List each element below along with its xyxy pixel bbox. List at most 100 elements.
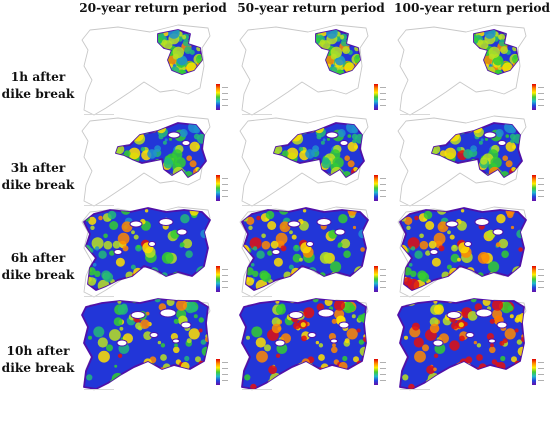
depth-blob [474,279,481,286]
depth-blob [109,221,119,230]
depth-blob [452,245,457,249]
depth-blob [441,136,446,141]
depth-blob [407,278,420,290]
dry-island [287,220,301,228]
depth-blob [461,366,466,372]
depth-blob [161,67,166,72]
legend-label-line [538,105,544,106]
depth-blob [349,287,354,290]
depth-blob [110,383,119,389]
depth-blob [327,280,337,290]
depth-blob [92,263,97,267]
depth-blob [174,157,186,169]
flood-map [81,206,211,298]
depth-blob [300,377,304,380]
study-area-outline [81,115,211,207]
depth-blob [287,370,296,378]
depth-blob [109,329,121,341]
depth-blob [160,343,166,348]
depth-blob [474,57,477,64]
depth-blob [319,252,332,264]
depth-blob [488,166,501,177]
flood-map-panel [394,297,544,392]
depth-blob [496,214,506,224]
flood-map [239,206,369,298]
depth-blob [361,274,368,281]
dry-island [172,338,180,344]
depth-blob [319,39,326,45]
depth-blob [419,233,424,239]
depth-blob [291,234,297,240]
depth-blob [504,383,510,389]
depth-blob [203,274,210,281]
depth-blob [321,277,329,285]
depth-blob [250,263,255,267]
depth-blob [147,362,156,371]
map-caption-text [400,389,430,390]
depth-blob [303,366,308,372]
depth-blob [189,160,197,168]
depth-blob [488,46,500,58]
flood-map-panel [78,204,228,299]
map-caption-text [242,114,272,115]
flood-map [397,206,527,298]
depth-blob [413,337,424,348]
depth-blob [312,123,321,131]
depth-blob [286,147,299,160]
depth-blob [444,147,457,160]
depth-blob [132,276,142,287]
depth-blob [162,140,167,145]
depth-blob [131,230,135,235]
depth-blob [322,157,330,165]
depth-blob [498,39,506,47]
depth-blob [511,356,517,363]
depth-blob [494,369,498,373]
map-caption-text [400,205,430,206]
legend-colorbar [532,359,536,385]
depth-blob [332,157,344,169]
depth-blob [462,123,474,133]
depth-blob [320,140,325,145]
depth-blob [147,384,154,389]
depth-blob [193,126,201,134]
depth-blob [462,271,470,279]
depth-blob [319,56,326,64]
row-header-6h-line1: 6h after [10,251,66,265]
depth-blob [507,278,513,284]
depth-blob [479,56,483,60]
legend-label-line [380,184,386,185]
row-header-1h-line2: dike break [1,87,75,101]
depth-blob [116,165,125,177]
depth-blob [398,354,406,366]
depth-blob [160,354,167,361]
depth-blob [91,237,104,250]
dry-island [325,131,339,139]
depth-blob [191,305,198,312]
depth-blob [477,67,482,72]
depth-blob [164,63,170,69]
depth-blob [98,250,107,259]
depth-blob [129,370,138,378]
depth-blob [119,326,124,331]
depth-blob [86,374,93,381]
row-header-10h-line2: dike break [1,361,75,375]
depth-blob [425,250,431,256]
depth-blob [511,280,515,284]
dry-island [475,308,493,318]
depth-blob [494,378,503,386]
depth-blob [431,257,441,267]
depth-blob [404,216,413,225]
dry-island [271,249,281,255]
depth-legend [374,359,386,385]
depth-blob [112,240,121,249]
depth-blob [154,145,161,152]
depth-blob [449,234,455,240]
depth-blob [143,331,153,340]
depth-blob [353,68,359,74]
dry-island [445,220,459,228]
depth-blob [316,57,319,64]
depth-blob [463,384,470,389]
depth-blob [94,246,100,251]
legend-label-line [538,99,544,100]
legend-label-line [380,380,386,381]
